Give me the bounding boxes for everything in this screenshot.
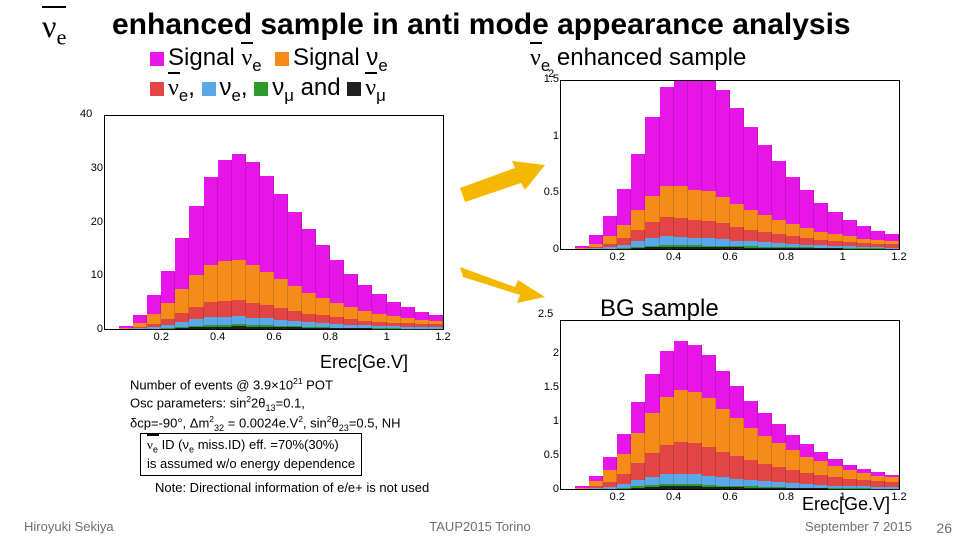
footer-right: September 7 2015 — [805, 519, 912, 534]
main-ytop: 40 — [80, 108, 92, 120]
note-directional: Note: Directional information of e/e+ is… — [155, 480, 429, 495]
legend-sig-nubar-e: Signal νe — [168, 44, 262, 71]
xlabel-main: Erec[Ge.V] — [320, 352, 408, 373]
page-number: 26 — [936, 520, 952, 536]
xlabel-right: Erec[Ge.V] — [802, 494, 890, 515]
footer-left: Hiroyuki Sekiya — [24, 519, 114, 534]
bottom-chart: 00.511.52 0.20.40.60.811.2 — [560, 320, 900, 490]
bot-overlabel: 2.5 — [538, 308, 553, 320]
footer-center: TAUP2015 Torino — [429, 519, 530, 534]
top-chart: 00.511.5 0.20.40.60.811.2 — [560, 80, 900, 250]
notes-block: Number of events @ 3.9×1021 POT Osc para… — [130, 376, 401, 434]
arrow-top — [455, 160, 545, 210]
swatch-bg-nu-e — [202, 82, 216, 96]
legend-sig-nu-e: Signal νe — [293, 44, 388, 71]
swatch-sig-nu-e — [275, 52, 289, 66]
legend-line2: νe, νe, νμ and νμ — [150, 74, 386, 106]
legend-enhanced: νe enhanced sample — [530, 44, 746, 76]
bg-sample-label: BG sample — [600, 295, 719, 323]
arrow-bot — [455, 255, 545, 305]
top-overlabel: 2 — [548, 68, 554, 80]
title-main: enhanced sample in anti mode appearance … — [112, 8, 851, 42]
swatch-bg-nubar-mu — [347, 82, 361, 96]
swatch-sig-nubar-e — [150, 52, 164, 66]
legend-line1: Signal νe Signal νe — [150, 44, 388, 76]
main-chart: 0102030 0.20.40.60.811.2 — [104, 115, 444, 330]
note-box: νe ID (νe miss.ID) eff. =70%(30%) is ass… — [140, 433, 362, 476]
swatch-bg-nubar-e — [150, 82, 164, 96]
title-nu: νe — [42, 8, 66, 50]
swatch-bg-nu-mu — [254, 82, 268, 96]
